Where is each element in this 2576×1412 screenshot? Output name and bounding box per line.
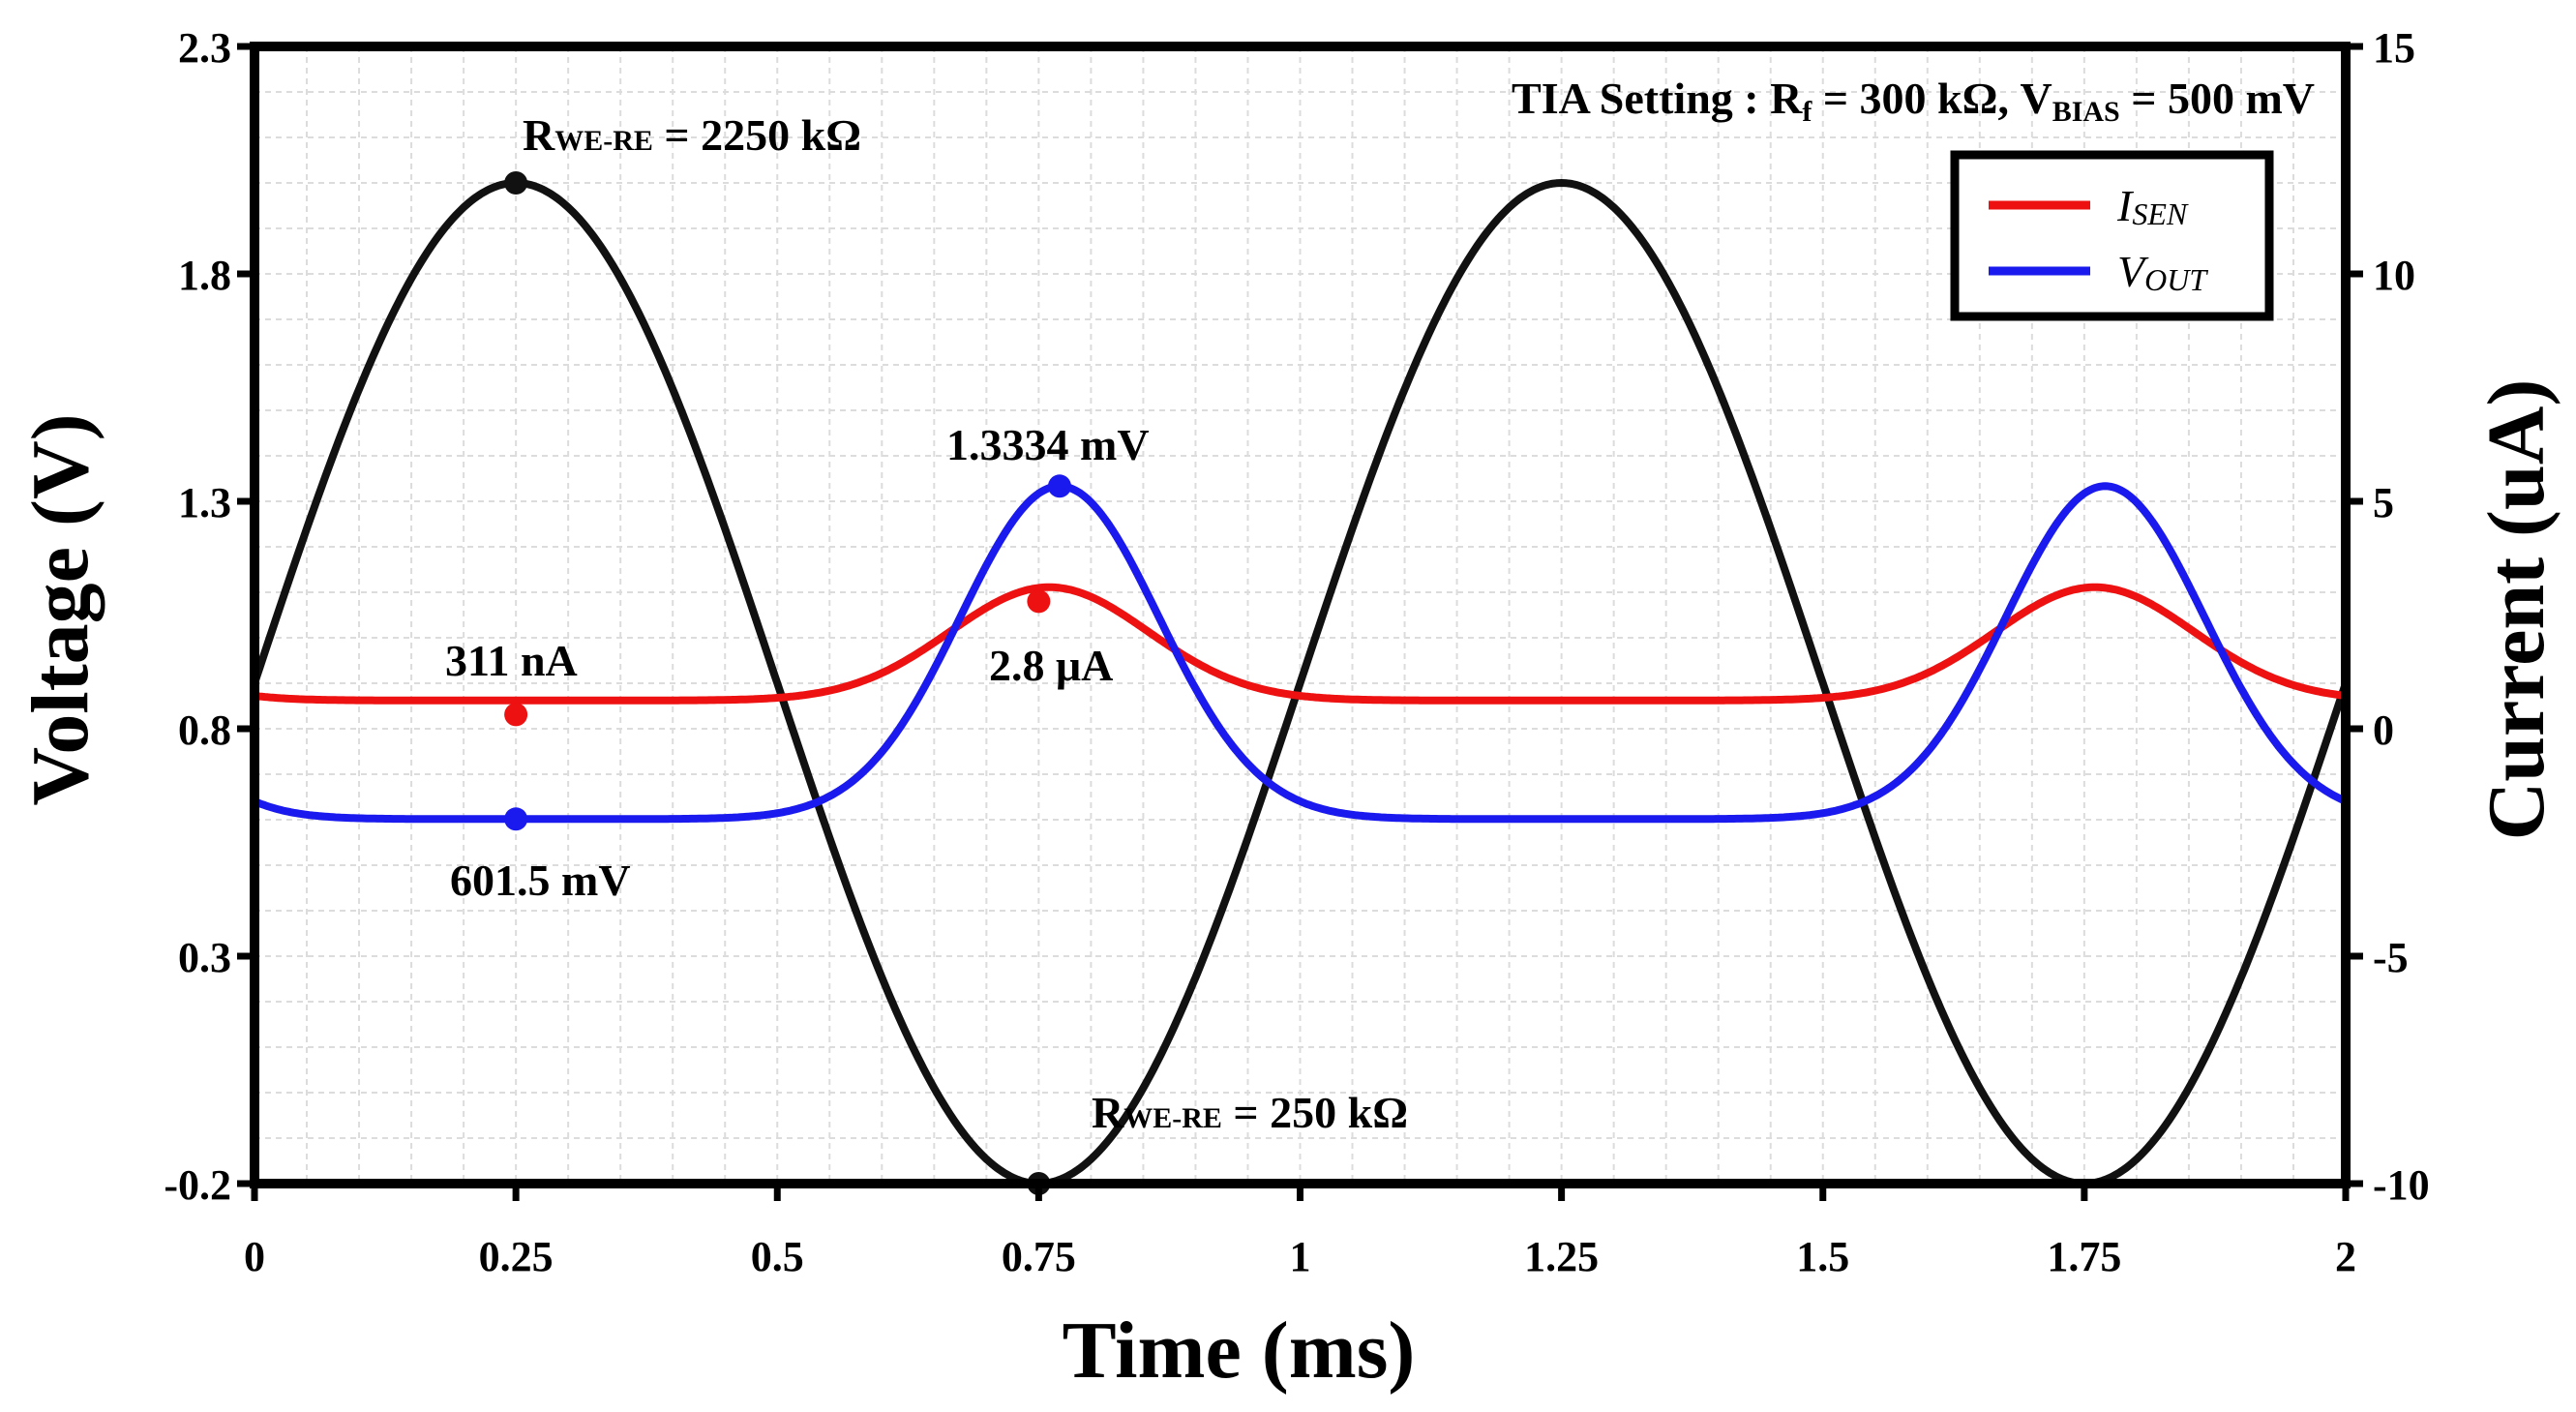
annotation-isen-peak: 2.8 μA xyxy=(989,641,1113,690)
axis-ticks: 0 0.25 0.5 0.75 1 1.25 1.5 1.75 2 -0.2 0.3 0.8 1.3 1.… xyxy=(164,24,2429,1280)
data-marker xyxy=(504,807,528,831)
y-right-tick-label: -10 xyxy=(2373,1161,2430,1209)
legend-isen-main: I xyxy=(2116,181,2135,230)
y-left-tick-label: 1.8 xyxy=(178,252,231,299)
annotation-rwe-max-main: R xyxy=(523,110,555,160)
y-right-tick-label: 0 xyxy=(2373,706,2394,754)
y-axis-title-left: Voltage (V) xyxy=(15,413,105,805)
annotation-rwe-min-sub: WE-RE xyxy=(1123,1102,1222,1134)
y-left-tick-label: 2.3 xyxy=(178,24,231,72)
y-left-tick-label: -0.2 xyxy=(164,1161,231,1209)
tia-settings-rf-sub: f xyxy=(1802,96,1812,128)
x-tick-label: 0.75 xyxy=(1002,1233,1076,1280)
legend-label-isen: ISEN xyxy=(2116,181,2189,231)
x-tick-label: 1.75 xyxy=(2047,1233,2121,1280)
legend: ISEN VOUT xyxy=(1950,150,2274,321)
x-tick-label: 1.25 xyxy=(1524,1233,1599,1280)
legend-vout-main: V xyxy=(2117,247,2149,296)
annotation-rwe-min-rest: = 250 kΩ xyxy=(1222,1088,1408,1137)
x-tick-label: 0.25 xyxy=(479,1233,554,1280)
y-axis-title-right: Current (uA) xyxy=(2471,379,2561,841)
x-tick-label: 1.5 xyxy=(1796,1233,1849,1280)
annotation-rwe-max: RWE-RE = 2250 kΩ xyxy=(523,110,861,160)
data-marker xyxy=(1027,589,1051,614)
annotation-rwe-min: RWE-RE = 250 kΩ xyxy=(1092,1088,1408,1137)
data-marker xyxy=(504,171,528,195)
annotation-rwe-max-rest: = 2250 kΩ xyxy=(653,110,861,160)
tia-settings-prefix: TIA Setting : R xyxy=(1512,74,1803,123)
data-marker xyxy=(504,703,528,727)
tia-settings-suffix: = 500 mV xyxy=(2120,74,2315,123)
x-tick-label: 0 xyxy=(244,1233,265,1280)
y-right-tick-label: 10 xyxy=(2373,252,2415,299)
annotation-rwe-max-sub: WE-RE xyxy=(554,125,653,157)
legend-box xyxy=(1950,150,2274,321)
series-line-rwe xyxy=(251,179,2350,1187)
annotation-rwe-min-main: R xyxy=(1092,1088,1124,1137)
y-right-tick-label: 5 xyxy=(2373,479,2394,526)
tia-settings-vbias-sub: BIAS xyxy=(2052,96,2120,128)
data-marker xyxy=(1047,474,1071,498)
y-left-tick-label: 0.8 xyxy=(178,706,231,754)
x-tick-label: 0.5 xyxy=(751,1233,804,1280)
y-right-tick-label: -5 xyxy=(2373,934,2409,981)
x-tick-label: 2 xyxy=(2335,1233,2356,1280)
tia-settings-middle: = 300 kΩ, V xyxy=(1812,74,2052,123)
legend-isen-sub: SEN xyxy=(2132,196,2189,231)
tia-settings-text: TIA Setting : Rf = 300 kΩ, VBIAS = 500 m… xyxy=(1512,74,2315,128)
y-left-tick-label: 1.3 xyxy=(178,479,231,526)
series-layer xyxy=(251,179,2350,1187)
annotation-vout-min: 601.5 mV xyxy=(450,856,631,905)
y-right-tick-label: 15 xyxy=(2373,24,2415,72)
x-tick-label: 1 xyxy=(1290,1233,1311,1280)
annotation-isen-min: 311 nA xyxy=(445,636,578,685)
legend-label-vout: VOUT xyxy=(2117,247,2208,297)
y-left-tick-label: 0.3 xyxy=(178,934,231,981)
x-axis-title: Time (ms) xyxy=(1063,1306,1416,1396)
annotation-vout-peak: 1.3334 mV xyxy=(946,420,1150,469)
series-line-vout xyxy=(253,482,2348,824)
legend-vout-sub: OUT xyxy=(2144,262,2208,297)
